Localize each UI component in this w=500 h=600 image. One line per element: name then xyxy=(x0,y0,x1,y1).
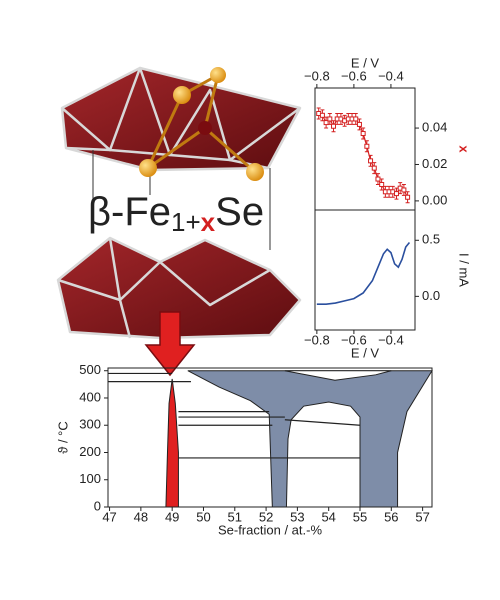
data-point xyxy=(327,116,333,122)
x-tick-label: −0.4 xyxy=(378,68,404,83)
x-axis-title: E / V xyxy=(351,55,380,70)
data-point xyxy=(364,143,370,149)
phase-region xyxy=(284,370,392,381)
x-tick-label: 47 xyxy=(102,509,116,524)
x-tick-label: −0.8 xyxy=(304,332,330,347)
x-tick-label: 51 xyxy=(228,509,242,524)
x-tick-label: 50 xyxy=(196,509,210,524)
y-tick-label: 0.0 xyxy=(422,288,440,303)
x-tick-label: 49 xyxy=(165,509,179,524)
chart: −0.8 −0.6 −0.4 0.00 0.02 0.04 E / V x xyxy=(304,55,472,211)
compound-label: β-Fe1+xSe xyxy=(88,190,264,237)
y-tick-label: 0.5 xyxy=(422,232,440,247)
y-tick-label: 0.04 xyxy=(422,119,447,134)
x-tick-label: 55 xyxy=(353,509,367,524)
x-axis-title: Se-fraction / at.-% xyxy=(218,522,322,537)
data-point xyxy=(323,120,329,126)
x-tick-label: −0.6 xyxy=(341,68,367,83)
y-tick-label: 0.02 xyxy=(422,156,447,171)
crystal-structure xyxy=(56,66,302,340)
x-tick-label: −0.6 xyxy=(341,332,367,347)
y-axis-title: I / mA xyxy=(457,253,472,287)
data-point xyxy=(375,176,381,182)
data-point xyxy=(401,187,407,193)
plot-frame xyxy=(107,367,433,508)
arrow xyxy=(144,311,196,377)
x-tick-label: 56 xyxy=(384,509,398,524)
data-point xyxy=(405,194,411,200)
phase-region xyxy=(165,378,179,508)
x-tick-label: 57 xyxy=(415,509,429,524)
y-axis-title: x xyxy=(457,145,472,153)
x-tick-label: 54 xyxy=(321,509,335,524)
data-line xyxy=(316,242,411,306)
data-point xyxy=(360,131,366,137)
y-tick-label: 400 xyxy=(79,389,101,404)
data-point xyxy=(393,191,399,197)
data-point xyxy=(379,182,385,188)
plot-frame xyxy=(314,209,416,331)
y-tick-label: 300 xyxy=(79,417,101,432)
data-point xyxy=(371,165,377,171)
data-point xyxy=(368,158,374,164)
data-point xyxy=(319,112,325,118)
chart: −0.8 −0.6 −0.4 0.0 0.5 E / V I / mA xyxy=(304,209,472,360)
data-point xyxy=(331,123,337,129)
formula-x: x xyxy=(201,207,216,237)
chart: 47 48 49 50 51 52 53 54 55 56 57 0 100 200 300 400 500 Se… xyxy=(55,362,433,537)
tie-line xyxy=(284,419,361,426)
y-tick-label: 500 xyxy=(79,362,101,377)
y-tick-label: 0.00 xyxy=(422,192,447,207)
phase-region xyxy=(187,370,433,508)
formula-subscript: 1+ xyxy=(171,207,201,237)
formula-suffix: Se xyxy=(215,190,264,234)
data-point xyxy=(356,121,362,127)
y-tick-label: 100 xyxy=(79,471,101,486)
x-axis-title: E / V xyxy=(351,345,380,360)
formula-prefix: β-Fe xyxy=(88,190,171,234)
x-tick-label: −0.8 xyxy=(304,68,330,83)
data-point xyxy=(353,116,359,122)
y-tick-label: 200 xyxy=(79,444,101,459)
x-tick-label: −0.4 xyxy=(378,332,404,347)
y-tick-label: 0 xyxy=(94,498,101,513)
x-tick-label: 48 xyxy=(134,509,148,524)
y-axis-title: ϑ / °C xyxy=(55,421,70,454)
x-tick-label: 53 xyxy=(290,509,304,524)
x-tick-label: 52 xyxy=(259,509,273,524)
